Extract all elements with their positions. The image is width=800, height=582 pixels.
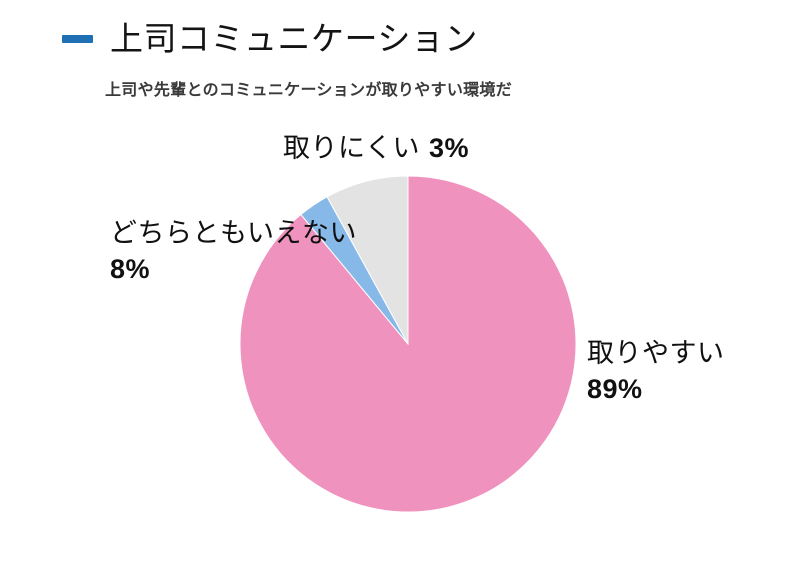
pie-slice: [326, 175, 409, 345]
title-row: 上司コミュニケーション: [62, 22, 478, 55]
page-title: 上司コミュニケーション: [110, 20, 478, 57]
slice-label-name: 取りにくい: [283, 133, 420, 163]
slice-label-name: 取りやすい: [587, 338, 725, 368]
slice-label-percent: 8%: [110, 253, 151, 284]
slice-label-toriyasui: 取りやすい 89%: [587, 338, 725, 406]
slice-label-torinikui: 取りにくい 3%: [283, 133, 469, 165]
slice-label-name: どちらともいえない: [110, 218, 357, 248]
pie-slice-group: [239, 175, 577, 513]
slice-label-percent: 89%: [587, 373, 643, 404]
legend-dash-icon: [62, 34, 93, 43]
slice-label-dochiratomo: どちらともいえない 8%: [110, 218, 357, 286]
chart-subtitle: 上司や先輩とのコミュニケーションが取りやすい環境だ: [105, 82, 513, 99]
slice-label-percent: 3%: [428, 133, 469, 163]
